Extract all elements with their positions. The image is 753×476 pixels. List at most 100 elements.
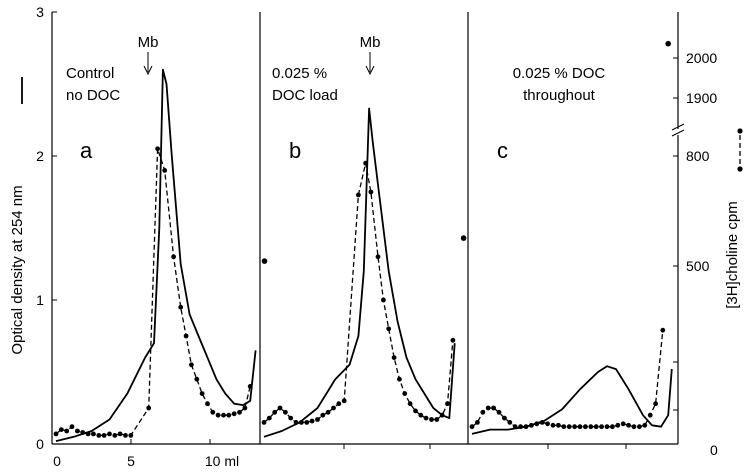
plot-layer <box>53 40 673 442</box>
panel-c-cpm-point <box>491 405 496 411</box>
panel-a-cpm-point <box>231 411 237 417</box>
panel-a-cpm-point <box>107 431 112 437</box>
panel-a-cpm-point <box>237 409 242 415</box>
panel-c-cpm-outlier-point <box>665 40 671 47</box>
panel-c-cpm-point <box>550 422 556 428</box>
panel-a-cpm-point <box>96 433 102 438</box>
panel-a-title-line2: no DOC <box>66 87 120 104</box>
right-axis-legend-marker <box>737 128 743 134</box>
panel-a-cpm-point <box>215 412 221 418</box>
panel-c-cpm-point <box>660 327 666 333</box>
panel-a-cpm-point <box>178 304 184 310</box>
panel-b-marker-label: Mb <box>360 34 381 51</box>
panel-c-od-line <box>471 365 673 435</box>
x-tick-label: 0 <box>53 453 61 469</box>
panel-b-cpm-point <box>304 420 310 425</box>
panel-c-cpm-point <box>561 424 567 430</box>
panel-b-cpm-point <box>288 415 294 421</box>
panel-b-cpm-point <box>261 420 267 425</box>
panel-a-cpm-point <box>171 254 177 260</box>
panel-c-cpm-point <box>572 424 577 430</box>
panel-b-cpm-point <box>309 418 315 424</box>
panel-a-od-line <box>55 68 257 442</box>
panel-b-cpm-point <box>423 415 429 421</box>
panel-b-cpm-point <box>277 405 283 411</box>
panel-b-cpm-point <box>445 401 450 407</box>
panel-a-cpm-point <box>112 433 118 438</box>
panel-c-cpm-point <box>502 415 507 421</box>
panel-c-cpm-point <box>523 424 529 430</box>
panel-b-cpm-point <box>336 401 342 407</box>
panel-c-cpm-point <box>604 424 610 430</box>
left-tick-label: 0 <box>36 436 44 452</box>
panel-a-cpm-point <box>247 384 253 389</box>
panel-a-marker-label: Mb <box>138 34 159 51</box>
panel-a-cpm-point <box>53 431 59 437</box>
panel-b-cpm-point <box>402 391 408 396</box>
panel-a-cpm-point <box>128 433 134 438</box>
panel-c-cpm-point <box>496 409 502 415</box>
panel-b-cpm-point <box>413 408 418 414</box>
panel-a-cpm-point <box>123 433 128 438</box>
panel-a-cpm-point <box>85 431 91 437</box>
panel-c-cpm-point <box>637 424 642 430</box>
panel-b-title-line2: DOC load <box>272 87 338 104</box>
panel-a-cpm-point <box>75 428 80 434</box>
panel-c-cpm-point <box>529 422 534 428</box>
panel-c-cpm-point <box>593 424 599 430</box>
right-axis-legend-marker <box>737 166 743 172</box>
left-tick-label: 2 <box>36 148 44 164</box>
left-tick-label: 3 <box>36 4 44 20</box>
panel-b-letter: b <box>289 138 301 163</box>
panel-c-cpm-point <box>480 409 486 415</box>
panel-c-cpm-point <box>469 424 475 430</box>
panel-a-cpm-point <box>199 391 205 396</box>
panel-b-cpm-point <box>331 405 336 411</box>
axis-break-mark <box>671 129 685 137</box>
panel-c-cpm-point <box>599 424 604 430</box>
panel-b-cpm-point <box>397 376 402 382</box>
panel-a-title-line1: Control <box>66 65 114 82</box>
panel-b-cpm-point <box>341 398 347 404</box>
panel-b-cpm-point <box>356 192 361 198</box>
panel-c-cpm-point <box>615 422 621 428</box>
panel-a-cpm-point <box>146 405 152 411</box>
panel-c-cpm-point <box>518 424 523 430</box>
panel-c-cpm-point <box>647 412 653 418</box>
panel-c-cpm-point <box>588 424 594 430</box>
panel-b-cpm-point <box>386 326 392 332</box>
panel-b-od-line <box>263 107 456 438</box>
panel-b-cpm-point <box>283 409 288 415</box>
panel-b-cpm-point <box>320 412 326 418</box>
panel-b-cpm-point <box>293 420 299 425</box>
panel-b-cpm-line <box>263 163 454 424</box>
panel-b-cpm-point <box>299 420 304 425</box>
panel-b-cpm-point <box>315 417 320 422</box>
right-tick-label: 1900 <box>686 90 717 106</box>
panel-a-cpm-point <box>226 412 232 418</box>
right-tick-label: 800 <box>686 148 710 164</box>
panel-c-cpm-point <box>475 420 480 425</box>
right-axis-label: [3H]choline cpm <box>724 201 741 309</box>
left-axis-label: Optical density at 254 nm <box>9 185 26 354</box>
left-tick-label: 1 <box>36 292 44 308</box>
panel-a-cpm-point <box>210 409 216 415</box>
panel-a-cpm-line <box>55 148 251 437</box>
panel-b-cpm-point <box>368 189 374 195</box>
panel-b-cpm-point <box>434 417 440 422</box>
panel-a-marker-arrowhead <box>143 65 153 76</box>
panel-c-cpm-point <box>642 422 648 428</box>
panel-b-marker-arrowhead <box>365 65 375 76</box>
panel-c-cpm-point <box>485 405 491 411</box>
right-tick-label: 0 <box>710 442 718 458</box>
panel-c-cpm-point <box>577 424 583 430</box>
panel-c-cpm-point <box>626 422 631 428</box>
panel-a-cpm-point <box>101 433 107 438</box>
x-tick-label: 10 ml <box>205 453 239 469</box>
panel-a-cpm-point <box>205 401 210 407</box>
panel-b-cpm-point <box>272 409 278 415</box>
panel-b-cpm-point <box>439 412 445 418</box>
panel-c-title-line1: 0.025 % DOC <box>513 65 606 82</box>
panel-a-cpm-point <box>69 424 75 430</box>
